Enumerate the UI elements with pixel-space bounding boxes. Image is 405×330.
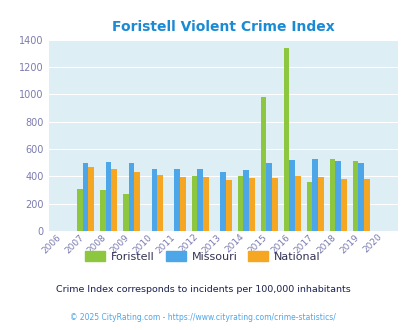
Bar (266, 163, 271, 231)
Bar (82, 163, 88, 231)
Bar (111, 170, 117, 231)
Bar (260, 97, 266, 231)
Bar (271, 178, 277, 231)
Bar (100, 190, 105, 231)
Bar (174, 170, 180, 231)
Text: © 2025 CityRating.com - https://www.cityrating.com/crime-statistics/: © 2025 CityRating.com - https://www.city… (70, 313, 335, 322)
Bar (197, 170, 202, 231)
Bar (88, 167, 94, 231)
Bar (294, 176, 300, 231)
Bar (105, 162, 111, 231)
Bar (283, 48, 289, 231)
Bar (352, 161, 357, 231)
Bar (134, 172, 140, 231)
Bar (151, 170, 157, 231)
Bar (237, 176, 243, 231)
Bar (243, 170, 249, 231)
Bar (306, 182, 311, 231)
Bar (311, 158, 317, 231)
Bar (77, 189, 82, 231)
Legend: Foristell, Missouri, National: Foristell, Missouri, National (81, 247, 324, 266)
Bar (249, 178, 254, 231)
Bar (357, 163, 363, 231)
Bar (180, 177, 185, 231)
Bar (329, 159, 335, 231)
Bar (220, 172, 226, 231)
Bar (128, 163, 134, 231)
Title: Foristell Violent Crime Index: Foristell Violent Crime Index (112, 20, 334, 34)
Bar (157, 175, 162, 231)
Bar (335, 161, 340, 231)
Bar (226, 181, 231, 231)
Bar (317, 177, 323, 231)
Bar (363, 179, 369, 231)
Text: Crime Index corresponds to incidents per 100,000 inhabitants: Crime Index corresponds to incidents per… (55, 285, 350, 294)
Bar (202, 177, 209, 231)
Bar (191, 176, 197, 231)
Bar (340, 179, 346, 231)
Bar (289, 160, 294, 231)
Bar (122, 194, 128, 231)
